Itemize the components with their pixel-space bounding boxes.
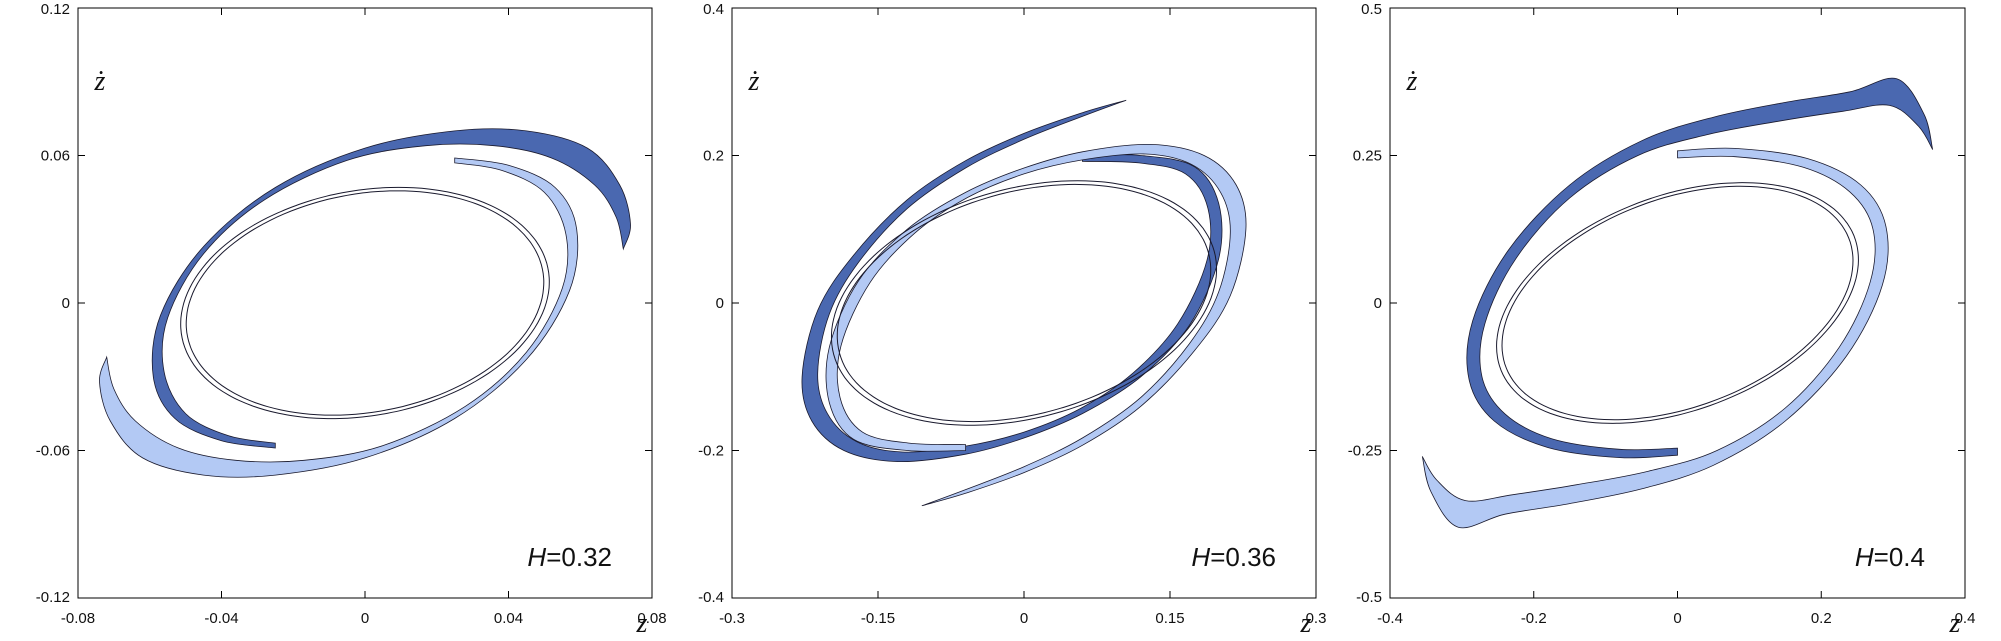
inner-orbit-curve bbox=[1496, 182, 1859, 424]
panel-2: -0.3 -0.15 0 0.15 0.3 -0.4 -0.2 0 0.2 0.4 z ż H=0.36 bbox=[698, 1, 1326, 639]
h-value-annotation: H=0.36 bbox=[1191, 542, 1276, 572]
h-equals: = bbox=[546, 542, 561, 572]
light-band-series bbox=[1421, 147, 1889, 529]
dark-band-series bbox=[1466, 77, 1934, 459]
h-value-annotation: H=0.4 bbox=[1855, 542, 1925, 572]
y-axis-label: ż bbox=[748, 66, 760, 97]
y-tick-label: -0.06 bbox=[36, 443, 70, 460]
x-tick-label: -0.08 bbox=[61, 610, 95, 627]
plot-area bbox=[1421, 77, 1934, 529]
h-symbol: H bbox=[1855, 542, 1874, 572]
light-band-series bbox=[99, 157, 579, 478]
plot-frame bbox=[77, 7, 653, 599]
plot-area bbox=[801, 99, 1247, 507]
h-number: 0.4 bbox=[1889, 542, 1925, 572]
y-axis-label: ż bbox=[94, 66, 106, 97]
y-tick-label: -0.12 bbox=[36, 589, 70, 606]
x-tick-label: -0.4 bbox=[1377, 610, 1403, 627]
h-equals: = bbox=[1874, 542, 1889, 572]
y-tick-label: -0.25 bbox=[1348, 443, 1382, 460]
plot-area bbox=[99, 128, 631, 478]
x-tick-label: 0 bbox=[1673, 610, 1681, 627]
x-tick-label: 0.4 bbox=[1955, 610, 1976, 627]
y-tick-label: 0 bbox=[716, 295, 724, 312]
y-tick-label: 0 bbox=[62, 295, 70, 312]
inner-orbit-curve bbox=[180, 186, 550, 420]
x-axis-label: z bbox=[1300, 608, 1312, 639]
y-tick-label: -0.4 bbox=[698, 589, 724, 606]
y-tick-label: 0.2 bbox=[703, 148, 724, 165]
light-band-series bbox=[825, 143, 1247, 507]
x-tick-label: 0 bbox=[361, 610, 369, 627]
x-tick-label: 0.04 bbox=[494, 610, 523, 627]
x-axis-label: z bbox=[1949, 608, 1961, 639]
h-value-annotation: H=0.32 bbox=[527, 542, 612, 572]
x-tick-label: 0 bbox=[1020, 610, 1028, 627]
x-tick-label: -0.15 bbox=[861, 610, 895, 627]
panel-1: -0.08 -0.04 0 0.04 0.08 -0.12 -0.06 0 0.06 0.12 z ż… bbox=[36, 1, 667, 639]
h-symbol: H bbox=[527, 542, 546, 572]
y-tick-label: 0.4 bbox=[703, 1, 724, 18]
x-tick-label: 0.15 bbox=[1155, 610, 1184, 627]
inner-orbit-curve bbox=[830, 180, 1218, 426]
h-number: 0.36 bbox=[1225, 542, 1276, 572]
inner-orbit-curve bbox=[185, 190, 545, 416]
y-axis-label: ż bbox=[1406, 66, 1418, 97]
y-tick-label: -0.5 bbox=[1356, 589, 1382, 606]
inner-orbit-curve bbox=[1501, 185, 1854, 421]
x-tick-label: 0.3 bbox=[1306, 610, 1327, 627]
y-tick-label: 0.06 bbox=[41, 148, 70, 165]
dark-band-series bbox=[151, 128, 631, 449]
y-tick-label: 0.12 bbox=[41, 1, 70, 18]
x-tick-label: -0.3 bbox=[719, 610, 745, 627]
x-tick-label: 0.2 bbox=[1811, 610, 1832, 627]
x-axis-label: z bbox=[636, 608, 648, 639]
x-tick-label: -0.04 bbox=[204, 610, 238, 627]
x-tick-label: -0.2 bbox=[1521, 610, 1547, 627]
h-number: 0.32 bbox=[561, 542, 612, 572]
y-tick-label: 0.25 bbox=[1353, 148, 1382, 165]
inner-orbit-curve bbox=[836, 183, 1212, 423]
y-tick-label: 0 bbox=[1374, 295, 1382, 312]
x-tick-label: 0.08 bbox=[637, 610, 666, 627]
h-equals: = bbox=[1210, 542, 1225, 572]
h-symbol: H bbox=[1191, 542, 1210, 572]
y-tick-label: -0.2 bbox=[698, 443, 724, 460]
plot-frame bbox=[731, 7, 1317, 599]
y-tick-label: 0.5 bbox=[1361, 1, 1382, 18]
